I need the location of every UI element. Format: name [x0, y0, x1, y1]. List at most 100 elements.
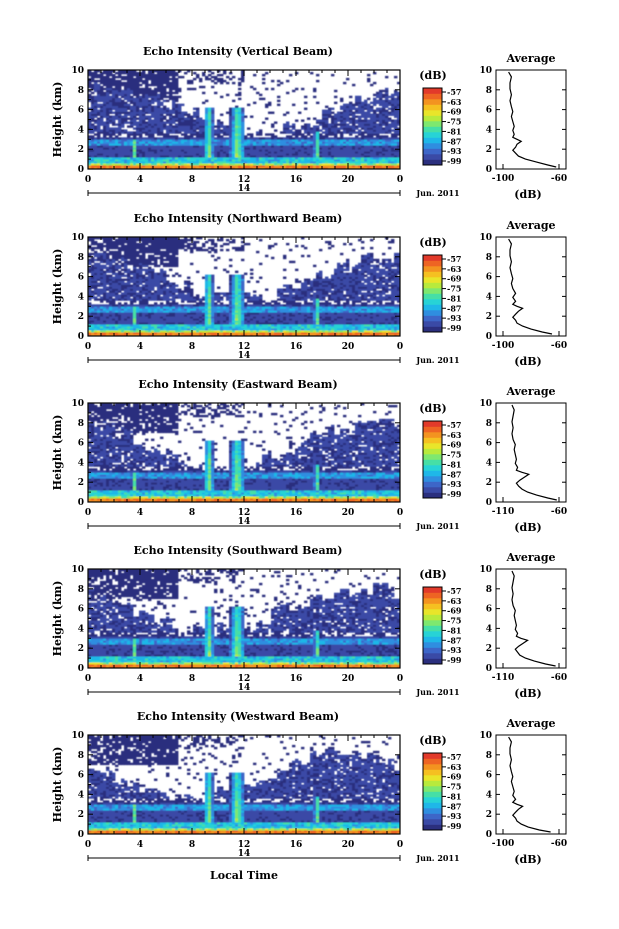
heatmap-cell — [199, 159, 203, 162]
heatmap-cell — [244, 149, 248, 152]
heatmap-cell — [181, 159, 185, 162]
heatmap-cell — [121, 272, 125, 276]
heatmap-cell — [106, 83, 110, 87]
heatmap-cell — [145, 155, 149, 158]
heatmap-cell — [175, 127, 179, 130]
heatmap-cell — [106, 117, 110, 120]
heatmap-cell — [109, 89, 113, 93]
heatmap-cell — [103, 310, 107, 313]
heatmap-cell — [331, 73, 335, 77]
heatmap-cell — [166, 316, 170, 319]
heatmap-cell — [142, 264, 146, 268]
heatmap-cell — [331, 129, 335, 132]
heatmap-cell — [178, 151, 182, 154]
heatmap-cell — [109, 87, 113, 91]
heatmap-cell — [337, 155, 341, 158]
heatmap-cell — [169, 139, 173, 142]
heatmap-cell — [241, 135, 245, 138]
heatmap-cell — [184, 127, 188, 130]
heatmap-cell — [115, 71, 119, 75]
heatmap-cell — [172, 314, 176, 317]
heatmap-cell — [97, 312, 101, 315]
heatmap-cell — [184, 117, 188, 120]
heatmap-cell — [157, 240, 161, 244]
heatmap-cell — [211, 155, 215, 158]
heatmap-cell — [154, 147, 158, 150]
heatmap-cell — [139, 125, 143, 128]
heatmap-cell — [223, 141, 227, 144]
heatmap-cell — [88, 107, 92, 110]
heatmap-cell — [256, 139, 260, 142]
heatmap-cell — [130, 308, 134, 311]
heatmap-cell — [100, 129, 104, 132]
heatmap-cell — [325, 151, 329, 154]
heatmap-cell — [139, 276, 143, 279]
heatmap-cell — [301, 145, 305, 148]
heatmap-cell — [253, 167, 257, 169]
heatmap-cell — [109, 141, 113, 144]
heatmap-cell — [286, 129, 290, 132]
heatmap-cell — [154, 109, 158, 112]
heatmap-cell — [217, 70, 221, 73]
heatmap-cell — [103, 83, 107, 87]
heatmap-cell — [217, 133, 221, 136]
heatmap-cell — [226, 163, 230, 166]
heatmap-cell — [148, 153, 152, 156]
heatmap-cell — [97, 242, 101, 246]
heatmap-cell — [376, 117, 380, 120]
heatmap-cell — [121, 101, 125, 105]
heatmap-cell — [139, 79, 143, 83]
heatmap-cell — [100, 296, 104, 299]
heatmap-cell — [136, 127, 140, 130]
heatmap-cell — [175, 324, 179, 327]
colorbar-tick-label: -75 — [447, 117, 461, 127]
heatmap-cell — [124, 165, 128, 168]
heatmap-cell — [103, 167, 107, 169]
heatmap-cell — [205, 167, 209, 169]
heatmap-cell — [316, 101, 320, 105]
heatmap-cell — [367, 147, 371, 150]
heatmap-cell — [118, 137, 122, 140]
heatmap-cell — [142, 316, 146, 319]
heatmap-cell — [160, 119, 164, 122]
heatmap-cell — [100, 322, 104, 325]
heatmap-cell — [184, 308, 188, 311]
heatmap-cell — [274, 139, 278, 142]
heatmap-cell — [151, 256, 155, 260]
heatmap-cell — [280, 159, 284, 162]
heatmap-cell — [127, 262, 131, 266]
heatmap-cell — [88, 286, 92, 289]
heatmap-cell — [115, 324, 119, 327]
heatmap-cell — [94, 87, 98, 91]
heatmap-cell — [142, 145, 146, 148]
heatmap-cell — [238, 93, 242, 97]
heatmap-cell — [115, 141, 119, 144]
heatmap-cell — [103, 141, 107, 144]
heatmap-cell — [292, 163, 296, 166]
heatmap-cell — [124, 294, 128, 297]
heatmap-cell — [175, 284, 179, 287]
heatmap-cell — [178, 240, 182, 244]
heatmap-cell — [301, 161, 305, 164]
heatmap-cell — [94, 99, 98, 103]
heatmap-cell — [163, 272, 167, 276]
heatmap-cell — [238, 147, 242, 150]
heatmap-cell — [127, 308, 131, 311]
heatmap-cell — [307, 125, 311, 128]
heatmap-cell — [169, 117, 173, 120]
heatmap-cell — [124, 153, 128, 156]
heatmap-cell — [394, 137, 398, 140]
heatmap-cell — [151, 145, 155, 148]
heatmap-cell — [220, 113, 224, 116]
heatmap-cell — [139, 165, 143, 168]
heatmap-cell — [379, 159, 383, 162]
heatmap-cell — [124, 262, 128, 266]
heatmap-cell — [112, 252, 116, 256]
heatmap-cell — [115, 105, 119, 109]
heatmap-cell — [151, 248, 155, 252]
heatmap-cell — [361, 131, 365, 134]
heatmap-cell — [145, 125, 149, 128]
heatmap-cell — [376, 115, 380, 118]
heatmap-cell — [352, 119, 356, 122]
heatmap-cell — [124, 95, 128, 99]
